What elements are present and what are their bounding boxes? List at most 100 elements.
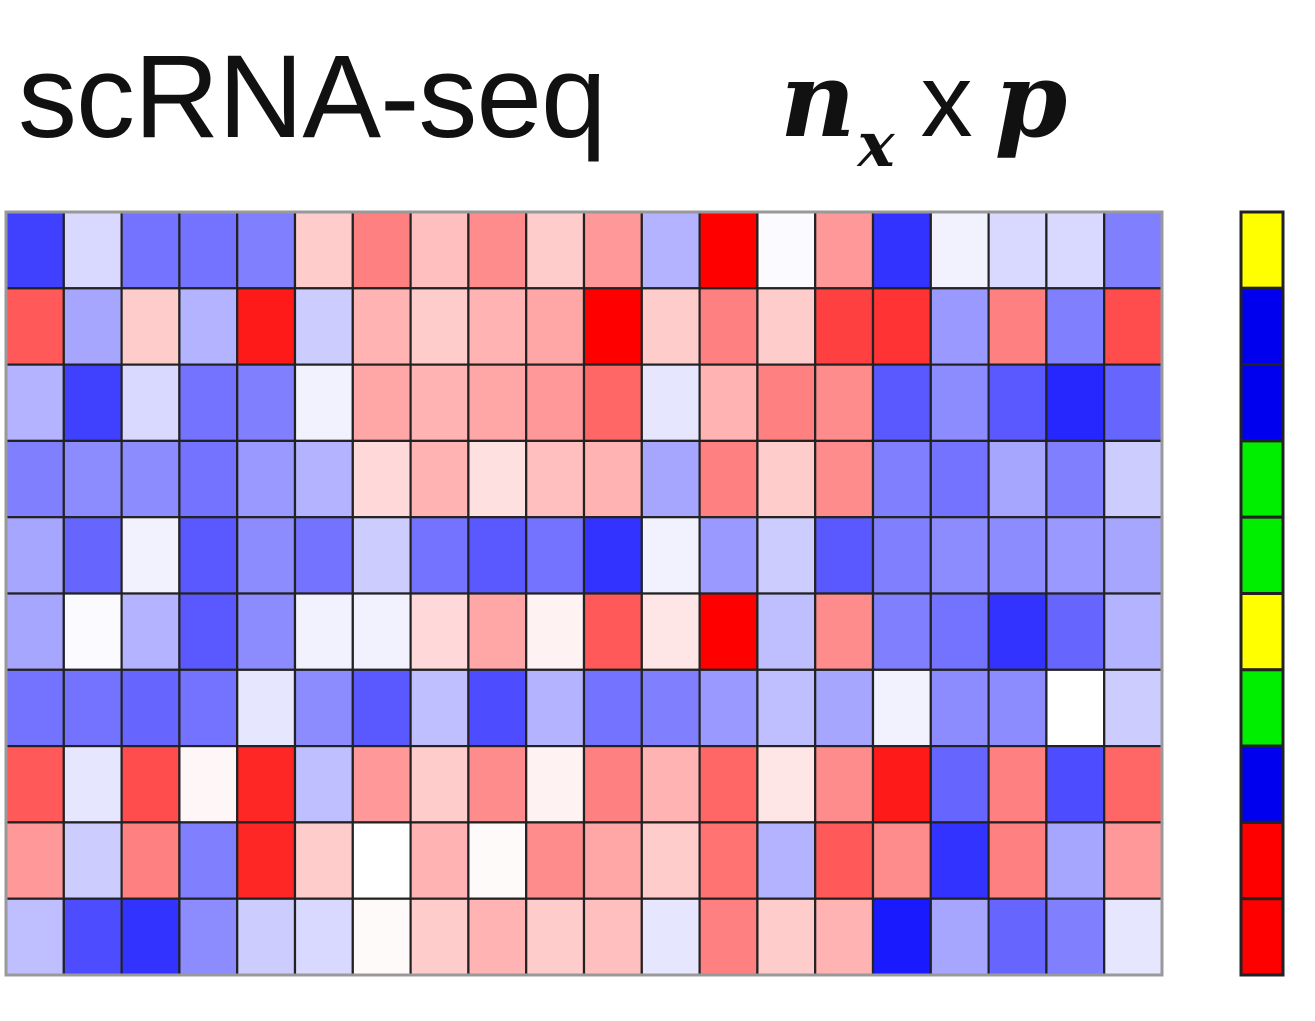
heatmap-cell [698, 287, 759, 366]
heatmap-cell [4, 744, 65, 824]
heatmap-cell [120, 592, 181, 671]
label-bar-cell [1239, 515, 1285, 596]
heatmap-cell [467, 592, 528, 671]
formula-times: x [920, 43, 973, 159]
heatmap-cell [178, 592, 239, 671]
heatmap-cell [814, 668, 875, 748]
heatmap-cell [525, 439, 586, 519]
heatmap-cell [409, 592, 470, 671]
heatmap-cell [640, 210, 701, 290]
heatmap-cell [467, 287, 528, 366]
heatmap-cell [1045, 287, 1106, 366]
heatmap-cell [409, 210, 470, 290]
heatmap-cell [351, 363, 412, 443]
heatmap-cell [351, 744, 412, 824]
heatmap-cell [409, 744, 470, 824]
heatmap-cell [293, 592, 354, 671]
heatmap-cell [178, 821, 239, 900]
heatmap-cell [871, 287, 932, 366]
heatmap-cell [698, 821, 759, 900]
heatmap-cell [871, 744, 932, 824]
heatmap-cell [409, 363, 470, 443]
heatmap-cell [756, 668, 817, 748]
heatmap-cell [351, 287, 412, 366]
heatmap-cell [236, 363, 297, 443]
heatmap-cell [62, 439, 123, 519]
heatmap-cell [467, 210, 528, 290]
heatmap-cell [756, 363, 817, 443]
heatmap-cell [1103, 744, 1164, 824]
heatmap-cell [120, 363, 181, 443]
heatmap-cell [178, 516, 239, 595]
heatmap-cell [409, 516, 470, 595]
heatmap-cell [351, 439, 412, 519]
label-bar-cell [1239, 592, 1285, 672]
label-bar-cell [1239, 744, 1285, 824]
heatmap-cell [62, 287, 123, 366]
heatmap-cell [698, 439, 759, 519]
heatmap-cell [62, 210, 123, 290]
heatmap-cell [640, 744, 701, 824]
heatmap-cell [525, 516, 586, 595]
heatmap-cell [178, 668, 239, 748]
heatmap-cell [987, 821, 1048, 900]
heatmap-cell [178, 439, 239, 519]
heatmap-cell [987, 592, 1048, 671]
heatmap-cell [756, 516, 817, 595]
heatmap-cell [698, 592, 759, 671]
heatmap-cell [1045, 210, 1106, 290]
heatmap-cell [698, 363, 759, 443]
heatmap-cell [929, 592, 990, 671]
heatmap-cell [4, 210, 65, 290]
heatmap-cell [62, 668, 123, 748]
heatmap-cell [1045, 897, 1106, 977]
heatmap-cell [293, 287, 354, 366]
heatmap-cell [640, 821, 701, 900]
label-bar-cell [1239, 820, 1285, 901]
heatmap-cell [756, 744, 817, 824]
heatmap-cell [62, 897, 123, 977]
heatmap-cell [236, 210, 297, 290]
title-label: scRNA-seq [18, 31, 607, 163]
heatmap-cell [929, 516, 990, 595]
heatmap-cell [525, 668, 586, 748]
heatmap-cell [871, 668, 932, 748]
heatmap-cell [236, 439, 297, 519]
heatmap-cell [929, 287, 990, 366]
heatmap-cell [756, 210, 817, 290]
heatmap-cell [871, 439, 932, 519]
label-bar-cell [1239, 210, 1285, 290]
heatmap-cell [1103, 668, 1164, 748]
heatmap-cell [351, 821, 412, 900]
heatmap-cell [582, 744, 643, 824]
heatmap-cell [929, 363, 990, 443]
heatmap-cell [814, 210, 875, 290]
heatmap-cell [1103, 592, 1164, 671]
heatmap-cell [1103, 363, 1164, 443]
heatmap-cell [756, 287, 817, 366]
heatmap-cell [582, 210, 643, 290]
heatmap-cell [987, 668, 1048, 748]
heatmap-cell [814, 439, 875, 519]
heatmap-cell [1045, 592, 1106, 671]
heatmap-cell [293, 363, 354, 443]
heatmap-cell [1103, 516, 1164, 595]
heatmap-cell [120, 210, 181, 290]
heatmap-cell [62, 592, 123, 671]
heatmap-cell [351, 592, 412, 671]
heatmap-cell [525, 821, 586, 900]
heatmap-cell [1045, 516, 1106, 595]
heatmap-cell [1045, 668, 1106, 748]
heatmap-cell [120, 439, 181, 519]
heatmap-cell [582, 287, 643, 366]
heatmap-cell [525, 210, 586, 290]
label-bar-cell [1239, 897, 1285, 977]
heatmap-cell [120, 821, 181, 900]
heatmap-cell [1103, 439, 1164, 519]
heatmap-cell [4, 668, 65, 748]
heatmap-cell [698, 744, 759, 824]
heatmap-cell [640, 363, 701, 443]
heatmap-cell [236, 821, 297, 900]
heatmap-cell [120, 287, 181, 366]
heatmap-cell [467, 516, 528, 595]
